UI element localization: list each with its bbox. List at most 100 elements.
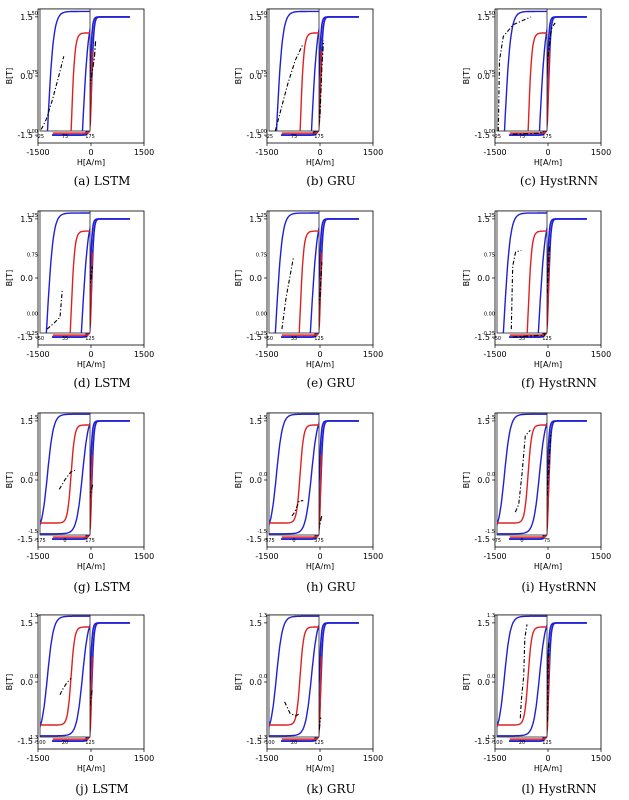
panel-i-chart: -1500 0 1500 -1.5 0.0 1.5 H[A/m] B[T] -75 0 75 -1.5… [462,412,611,571]
inset-reference-ascending [269,623,319,737]
training-curve [281,252,323,336]
inset-y-tick-label: 0.75 [484,252,495,258]
panel-h: -1500 0 1500 -1.5 0.0 1.5 H[A/m] B[T] -375 0 375 -1… [233,407,398,579]
reference-branch-descending [281,16,359,136]
inset-training-curve [40,424,90,524]
x-tick-label: 0 [88,754,93,763]
inset-prediction-curve [59,677,72,696]
inset-x-tick-label: 75 [291,134,297,140]
y-axis-label: B[T] [234,472,243,489]
inset-y-tick-label: -1.5 [257,529,267,535]
x-axis-label: H[A/m] [306,764,334,773]
inset-y-tick-label: -0.25 [482,331,495,337]
x-axis-label: H[A/m] [534,360,562,369]
y-axis-label: B[T] [462,270,471,287]
y-tick-label: 1.5 [249,13,262,22]
y-tick-label: -1.5 [17,535,33,544]
inset-y-tick-label: 0.75 [27,70,38,76]
inset-y-tick-label: 0.75 [484,70,495,76]
inset-y-tick-label: 0.00 [27,129,38,135]
inset-y-tick-label: 1.50 [256,11,267,17]
panel-f-chart: -1500 0 1500 -1.5 0.0 1.5 H[A/m] B[T] -50 35 125 -0… [462,210,611,369]
x-tick-label: 1500 [363,350,383,359]
inset-x-tick-label: 175 [85,134,95,140]
x-tick-label: -1500 [255,148,278,157]
inset-reference-descending [275,10,319,131]
inset-x-tick-label: -100 [263,740,274,746]
x-tick-label: -1500 [26,754,49,763]
inset-x-tick-label: 35 [62,336,68,342]
x-tick-label: 0 [317,552,322,561]
training-curve [52,656,94,740]
inset-x-tick-label: 175 [85,538,95,544]
training-curve [509,50,551,134]
prediction-curve [512,22,556,135]
panel-b-chart: -1500 0 1500 -1.5 0.0 1.5 H[A/m] B[T] -25 75 175 0.… [234,8,383,167]
inset-x-tick-label: 35 [519,336,525,342]
x-tick-label: 1500 [591,350,611,359]
inset-y-tick-label: 1.3 [259,613,267,619]
y-tick-label: 0.0 [20,274,33,283]
inset-x-tick-label: 125 [542,336,552,342]
inset-reference-descending [503,10,547,131]
inset-prediction-curve [46,289,63,330]
inset-y-tick-label: 0.75 [27,252,38,258]
inset-reference-descending [502,212,547,333]
inset-x-tick-label: 20 [62,740,68,746]
inset-prediction-curve [510,249,522,330]
inset-x-tick-label: 0 [63,538,66,544]
inset-x-tick-label: 125 [314,740,324,746]
x-tick-label: 1500 [591,552,611,561]
inset-reference-descending [269,413,319,527]
y-tick-label: -1.5 [17,333,33,342]
training-curve [52,454,94,538]
prediction-curve [546,642,550,722]
x-tick-label: 0 [88,552,93,561]
x-tick-label: 0 [88,350,93,359]
inset-reference-ascending [269,421,319,535]
y-tick-label: -1.5 [246,535,262,544]
caption-e: (e) GRU [306,376,356,390]
training-curve [281,656,323,740]
panel-l-chart: -1500 0 1500 -1.5 0.0 1.5 H[A/m] B[T] -100 20 125 -… [462,613,611,773]
inset-y-tick-label: 0.00 [27,311,38,317]
reference-branch-descending [509,420,587,540]
x-tick-label: -1500 [483,350,506,359]
y-tick-label: 0.0 [249,678,262,687]
panel-j: -1500 0 1500 -1.5 0.0 1.5 H[A/m] B[T] -100 20 125 -… [4,609,169,781]
y-tick-label: 1.5 [20,417,33,426]
prediction-curve [312,40,325,134]
inset-y-tick-label: -1.3 [485,735,495,741]
panel-e: -1500 0 1500 -1.5 0.0 1.5 H[A/m] B[T] -50 35 125 -0… [233,205,398,377]
x-tick-label: -1500 [483,552,506,561]
inset-prediction-curve [284,701,301,717]
inset-training-curve [497,424,547,524]
inset-y-tick-label: 0.0 [487,674,495,680]
inset-y-tick-label: 1.25 [256,213,267,219]
x-tick-label: 0 [88,148,93,157]
caption-c: (c) HystRNN [519,174,599,188]
x-tick-label: -1500 [255,350,278,359]
x-tick-label: 1500 [363,754,383,763]
training-curve [509,454,551,538]
panel-a-chart: -1500 0 1500 -1.5 0.0 1.5 H[A/m] B[T] -25 75 175 0.… [5,8,154,167]
inset-reference-descending [40,615,90,729]
y-tick-label: 1.5 [20,13,33,22]
inset-y-tick-label: -1.3 [28,735,38,741]
inset-frame [39,8,91,132]
y-tick-label: -1.5 [474,737,490,746]
inset-y-tick-label: 1.5 [30,415,38,421]
y-tick-label: 1.5 [249,417,262,426]
x-tick-label: 1500 [363,552,383,561]
caption-f: (f) HystRNN [521,376,597,390]
inset-y-tick-label: -0.25 [25,331,38,337]
inset-training-curve [269,626,319,726]
x-axis-label: H[A/m] [306,360,334,369]
x-axis-label: H[A/m] [534,158,562,167]
inset-reference-descending [45,212,90,333]
y-tick-label: 1.5 [477,215,490,224]
y-tick-label: 1.5 [249,215,262,224]
inset-frame [39,614,91,738]
x-tick-label: -1500 [483,754,506,763]
